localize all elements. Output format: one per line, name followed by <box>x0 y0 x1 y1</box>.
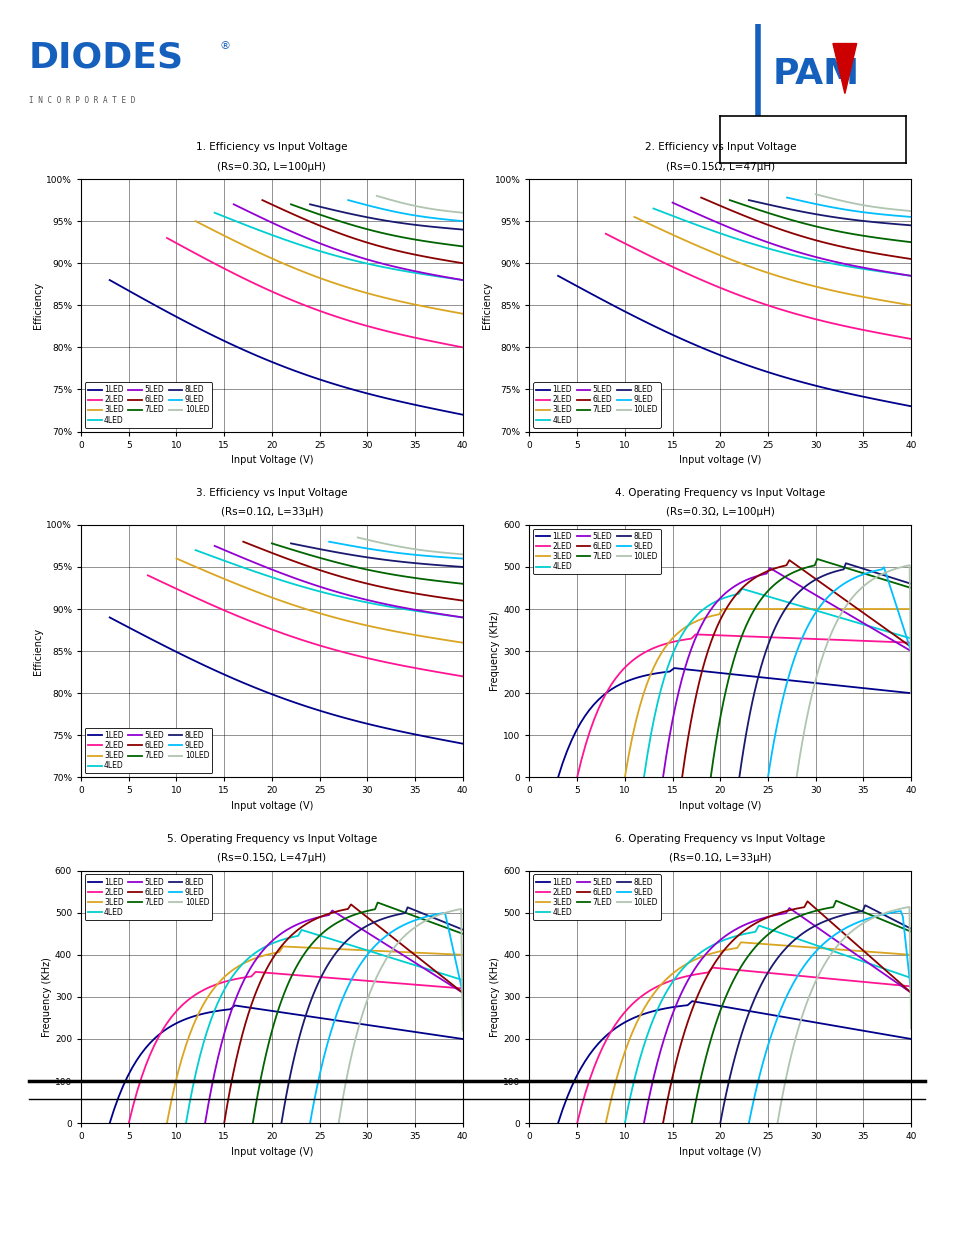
Y-axis label: Frequency (KHz): Frequency (KHz) <box>490 611 500 692</box>
Text: 3. Efficiency vs Input Voltage: 3. Efficiency vs Input Voltage <box>196 488 347 498</box>
Text: 5. Operating Frequency vs Input Voltage: 5. Operating Frequency vs Input Voltage <box>167 834 376 844</box>
X-axis label: Input Voltage (V): Input Voltage (V) <box>231 454 313 466</box>
Legend: 1LED, 2LED, 3LED, 4LED, 5LED, 6LED, 7LED, 8LED, 9LED, 10LED: 1LED, 2LED, 3LED, 4LED, 5LED, 6LED, 7LED… <box>533 382 660 427</box>
X-axis label: Input voltage (V): Input voltage (V) <box>679 1146 760 1157</box>
Legend: 1LED, 2LED, 3LED, 4LED, 5LED, 6LED, 7LED, 8LED, 9LED, 10LED: 1LED, 2LED, 3LED, 4LED, 5LED, 6LED, 7LED… <box>533 529 660 574</box>
Text: 4. Operating Frequency vs Input Voltage: 4. Operating Frequency vs Input Voltage <box>615 488 824 498</box>
Text: DIODES: DIODES <box>29 41 184 75</box>
X-axis label: Input voltage (V): Input voltage (V) <box>231 800 313 811</box>
Text: (Rs=0.1Ω, L=33μH): (Rs=0.1Ω, L=33μH) <box>668 853 771 863</box>
Text: I N C O R P O R A T E D: I N C O R P O R A T E D <box>29 96 135 105</box>
Y-axis label: Efficiency: Efficiency <box>33 282 44 329</box>
Text: 2. Efficiency vs Input Voltage: 2. Efficiency vs Input Voltage <box>644 142 795 152</box>
Text: (Rs=0.3Ω, L=100μH): (Rs=0.3Ω, L=100μH) <box>665 508 774 517</box>
Y-axis label: Efficiency: Efficiency <box>481 282 492 329</box>
X-axis label: Input voltage (V): Input voltage (V) <box>679 800 760 811</box>
Text: PAM: PAM <box>772 57 860 91</box>
Text: (Rs=0.1Ω, L=33μH): (Rs=0.1Ω, L=33μH) <box>220 508 323 517</box>
Text: ®: ® <box>219 41 231 51</box>
Legend: 1LED, 2LED, 3LED, 4LED, 5LED, 6LED, 7LED, 8LED, 9LED, 10LED: 1LED, 2LED, 3LED, 4LED, 5LED, 6LED, 7LED… <box>85 727 213 773</box>
Polygon shape <box>832 43 856 94</box>
X-axis label: Input voltage (V): Input voltage (V) <box>231 1146 313 1157</box>
Text: (Rs=0.15Ω, L=47μH): (Rs=0.15Ω, L=47μH) <box>665 162 774 172</box>
Legend: 1LED, 2LED, 3LED, 4LED, 5LED, 6LED, 7LED, 8LED, 9LED, 10LED: 1LED, 2LED, 3LED, 4LED, 5LED, 6LED, 7LED… <box>85 874 213 920</box>
Text: (Rs=0.15Ω, L=47μH): (Rs=0.15Ω, L=47μH) <box>217 853 326 863</box>
Y-axis label: Efficiency: Efficiency <box>33 627 44 674</box>
Y-axis label: Frequency (KHz): Frequency (KHz) <box>490 957 500 1037</box>
Y-axis label: Frequency (KHz): Frequency (KHz) <box>42 957 52 1037</box>
X-axis label: Input voltage (V): Input voltage (V) <box>679 454 760 466</box>
Text: 6. Operating Frequency vs Input Voltage: 6. Operating Frequency vs Input Voltage <box>615 834 824 844</box>
Text: 1. Efficiency vs Input Voltage: 1. Efficiency vs Input Voltage <box>196 142 347 152</box>
Legend: 1LED, 2LED, 3LED, 4LED, 5LED, 6LED, 7LED, 8LED, 9LED, 10LED: 1LED, 2LED, 3LED, 4LED, 5LED, 6LED, 7LED… <box>533 874 660 920</box>
Text: (Rs=0.3Ω, L=100μH): (Rs=0.3Ω, L=100μH) <box>217 162 326 172</box>
Legend: 1LED, 2LED, 3LED, 4LED, 5LED, 6LED, 7LED, 8LED, 9LED, 10LED: 1LED, 2LED, 3LED, 4LED, 5LED, 6LED, 7LED… <box>85 382 213 427</box>
